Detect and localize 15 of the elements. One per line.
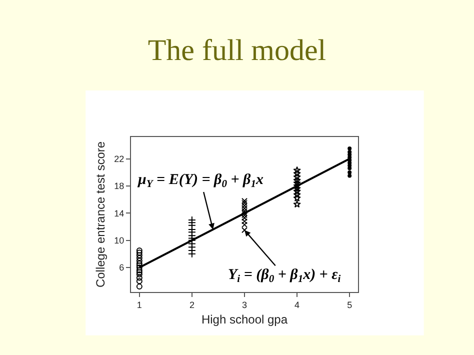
x-tick-label: 1	[136, 300, 142, 310]
y-tick-label: 10	[114, 235, 124, 246]
y-tick-label: 14	[114, 208, 124, 218]
y-tick-label: 18	[114, 181, 124, 192]
annotation: μ$_{Y}$ = E(Y) = β$_{0}$ + β$_{1}$x	[137, 172, 264, 190]
x-tick-label: 5	[347, 300, 352, 310]
y-axis-title: College entrance test score	[93, 141, 108, 288]
annotation: Y$_{i}$ = (β$_{0}$ + β$_{1}$x) + ε$_{i}$	[228, 267, 341, 286]
y-tick-label: 22	[114, 154, 124, 164]
chart-title: The full model	[148, 34, 326, 68]
x-axis-title: High school gpa	[201, 312, 288, 327]
x-tick-label: 3	[242, 300, 248, 310]
x-tick-label: 2	[189, 300, 194, 310]
y-tick-label: 6	[119, 262, 124, 273]
x-tick-label: 4	[294, 300, 300, 310]
